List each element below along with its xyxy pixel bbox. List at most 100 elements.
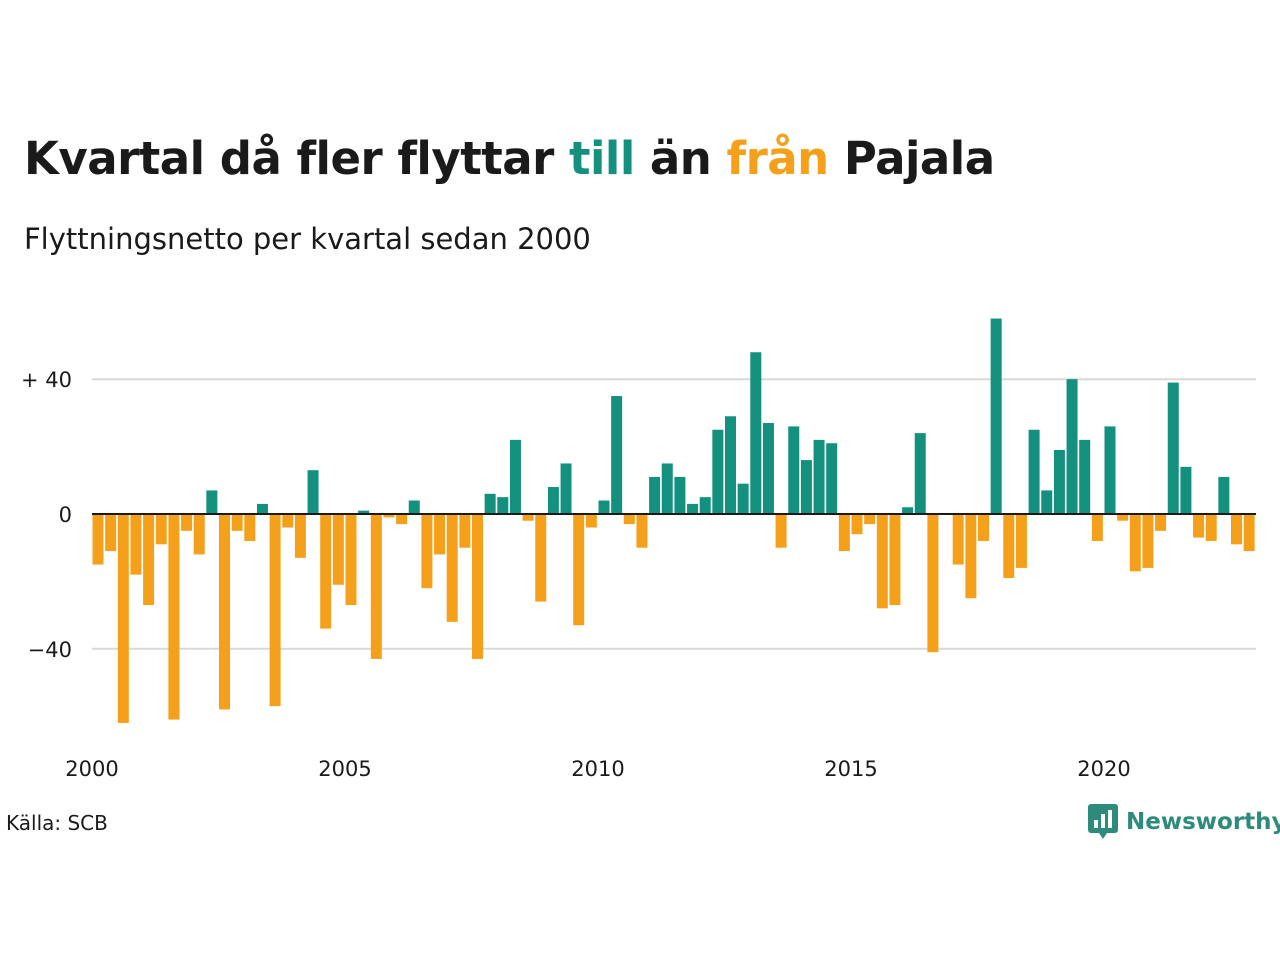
bar — [345, 514, 357, 605]
bar — [623, 514, 635, 525]
bar — [914, 433, 926, 514]
bar — [864, 514, 876, 525]
bar — [560, 463, 572, 514]
bar — [1066, 379, 1078, 514]
bar — [1180, 466, 1192, 514]
bar — [497, 497, 509, 514]
bar — [143, 514, 155, 605]
bar — [889, 514, 901, 605]
bar — [117, 514, 129, 723]
bar — [1091, 514, 1103, 541]
x-tick-label: 2010 — [571, 757, 624, 781]
bar — [231, 514, 243, 531]
bar — [383, 514, 395, 518]
bar — [92, 514, 104, 565]
bar — [1205, 514, 1217, 541]
bar — [712, 429, 724, 514]
bar — [851, 514, 863, 535]
bar — [1104, 426, 1116, 514]
title-part-fran: från — [726, 132, 830, 185]
bar — [826, 443, 838, 514]
bar — [484, 493, 496, 514]
bar — [775, 514, 787, 548]
newsworthy-logo: Newsworthy — [1088, 804, 1280, 840]
source-label: Källa: SCB — [6, 811, 108, 835]
bar — [294, 514, 306, 558]
y-tick-label: 0 — [59, 503, 72, 527]
bar — [1028, 429, 1040, 514]
bar — [1129, 514, 1141, 572]
bar — [1155, 514, 1167, 531]
bar — [181, 514, 193, 531]
chart-title: Kvartal då fler flyttar till än från Paj… — [24, 132, 995, 185]
bar — [244, 514, 256, 541]
bar — [838, 514, 850, 552]
bar — [105, 514, 117, 552]
bar — [396, 514, 408, 525]
bar — [1003, 514, 1015, 579]
bar — [699, 497, 711, 514]
bar — [459, 514, 471, 548]
bar — [788, 426, 800, 514]
bar — [737, 483, 749, 514]
bar — [332, 514, 344, 585]
bar — [269, 514, 281, 707]
bar — [661, 463, 673, 514]
bar — [649, 476, 661, 514]
bar — [1193, 514, 1205, 538]
bar — [800, 460, 812, 514]
x-tick-label: 2005 — [318, 757, 371, 781]
bar — [522, 514, 534, 521]
bar — [687, 503, 699, 514]
bar — [876, 514, 888, 609]
bar — [168, 514, 180, 720]
x-tick-label: 2020 — [1077, 757, 1130, 781]
bar — [762, 423, 774, 514]
title-part-3: än — [634, 132, 727, 185]
x-tick-label: 2000 — [65, 757, 118, 781]
bar — [130, 514, 142, 575]
bar — [535, 514, 547, 602]
bar — [813, 439, 825, 514]
bar — [750, 352, 762, 514]
bar — [598, 500, 610, 514]
bar — [978, 514, 989, 541]
bar — [1142, 514, 1154, 568]
bar — [282, 514, 294, 528]
bar — [990, 318, 1002, 514]
bar — [952, 514, 964, 565]
newsworthy-bar-chart-icon — [1088, 804, 1118, 839]
bar — [636, 514, 648, 548]
title-part-till: till — [568, 132, 635, 185]
bar — [206, 490, 218, 514]
bar — [725, 416, 736, 514]
bar — [547, 487, 559, 514]
y-tick-label: + 40 — [21, 368, 72, 392]
bar — [1079, 439, 1091, 514]
bar — [358, 510, 370, 514]
bar — [256, 503, 268, 514]
bar — [307, 470, 319, 514]
bar — [1231, 514, 1242, 545]
bar — [585, 514, 597, 528]
bar — [1117, 514, 1129, 521]
bar — [434, 514, 446, 555]
bar — [1167, 382, 1179, 514]
bar — [1243, 514, 1255, 552]
title-part-5: Pajala — [828, 132, 995, 185]
bar — [573, 514, 585, 626]
chart-subtitle: Flyttningsnetto per kvartal sedan 2000 — [24, 222, 591, 256]
bar — [320, 514, 332, 629]
bar — [1041, 490, 1053, 514]
bar — [1053, 449, 1065, 514]
bar — [155, 514, 167, 545]
bar — [408, 500, 420, 514]
bar — [965, 514, 977, 599]
bar — [1015, 514, 1027, 568]
x-tick-label: 2015 — [824, 757, 877, 781]
bar — [446, 514, 458, 622]
bar — [902, 507, 914, 514]
bar — [193, 514, 205, 555]
newsworthy-logo-text: Newsworthy — [1126, 809, 1280, 835]
